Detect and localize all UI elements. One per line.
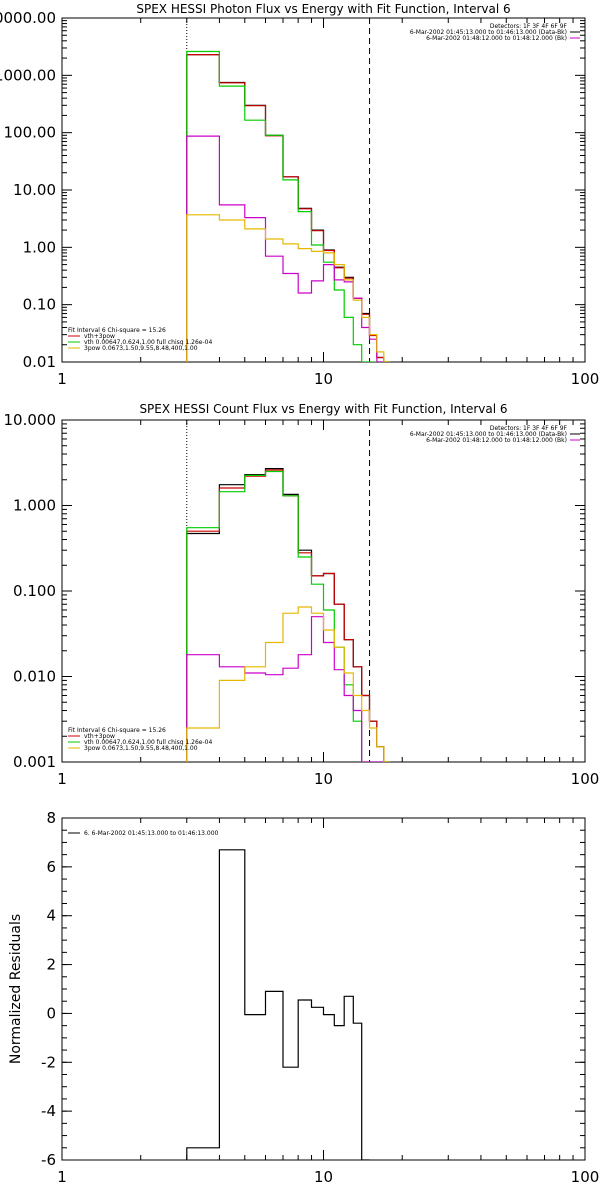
x-tick-label: 10 (314, 370, 333, 388)
y-tick-label: -6 (41, 1151, 56, 1169)
y-tick-label: 0.100 (13, 582, 56, 600)
info-text: 6-Mar-2002 01:45:13.000 to 01:46:13.000 … (410, 29, 567, 36)
legend-entry: vth 0.00647,0.624,1.00 full chisq 1.26e-… (84, 339, 212, 346)
series-line-3 (186, 50, 391, 362)
x-tick-label: 100 (571, 770, 600, 788)
series-line-5 (186, 214, 391, 362)
legend-entry: vth 0.00647,0.624,1.00 full chisq 1.26e-… (84, 739, 212, 746)
series-line-2 (186, 54, 391, 362)
x-tick-label: 100 (571, 1168, 600, 1186)
y-tick-label: 100.00 (4, 124, 57, 142)
y-tick-label: -4 (41, 1102, 56, 1120)
y-tick-label: 6 (46, 858, 56, 876)
y-axis-ticks: 0.001 0.010 0.100 1.000 10.000 (4, 411, 585, 771)
series-line-5 (186, 606, 391, 762)
x-tick-label: 1 (57, 770, 67, 788)
x-tick-label: 10 (314, 1168, 333, 1186)
info-text: 6-Mar-2002 01:48:12.000 to 01:48:12.000 … (426, 437, 567, 444)
x-tick-label: 1 (57, 370, 67, 388)
y-tick-label: 10.000 (4, 411, 57, 429)
y-axis-ticks: 0.01 0.10 1.00 10.00 100.00 1000.00 0000.00 (0, 9, 585, 371)
legend-entry: vth+3pow (84, 733, 115, 740)
y-tick-label: 0.010 (13, 668, 56, 686)
y-tick-label: 0.10 (23, 296, 56, 314)
series-line-1 (186, 849, 370, 1160)
y-tick-label: 1.00 (23, 238, 56, 256)
series-line-1 (186, 54, 391, 362)
legend-entry: vth+3pow (84, 333, 115, 340)
y-tick-label: 10.00 (13, 181, 56, 199)
info-text: Detectors: 1F 3F 4F 6F 9F (490, 425, 568, 432)
legend-entry: 3pow 0.0673,1.50,9.55,8.48,400,1.00 (84, 345, 198, 352)
plot-frame (61, 17, 586, 363)
plot-frame (61, 817, 586, 1161)
series-line-4 (186, 135, 391, 362)
y-tick-label: 4 (46, 907, 56, 925)
info-text: 6-Mar-2002 01:45:13.000 to 01:46:13.000 … (410, 431, 567, 438)
chart-title: SPEX HESSI Photon Flux vs Energy with Fi… (136, 2, 510, 16)
y-axis-label: Normalized Residuals (8, 914, 24, 1064)
legend-entry: 3pow 0.0673,1.50,9.55,8.48,400,1.00 (84, 745, 198, 752)
series-group (186, 849, 370, 1160)
info-text: 6-Mar-2002 01:48:12.000 to 01:48:12.000 … (426, 35, 567, 42)
y-tick-label: 1000.00 (0, 66, 56, 84)
y-tick-label: -2 (41, 1053, 56, 1071)
x-tick-label: 100 (571, 370, 600, 388)
series-group (186, 468, 391, 762)
y-tick-label: 8 (46, 809, 56, 827)
series-line-4 (186, 616, 391, 762)
x-axis-ticks: 1 10 100 (57, 420, 599, 788)
chart-title: SPEX HESSI Count Flux vs Energy with Fit… (139, 402, 507, 416)
y-tick-label: 0000.00 (0, 9, 56, 27)
y-tick-label: 2 (46, 956, 56, 974)
x-axis-ticks: 1 10 100 (57, 18, 599, 388)
x-tick-label: 10 (314, 770, 333, 788)
chart-panel-3: 1 10 100 -6 -4 -2 0 2 4 6 8 Normalized Residuals 6. … (8, 809, 599, 1186)
y-axis-ticks: -6 -4 -2 0 2 4 6 8 (41, 809, 585, 1169)
series-group (186, 50, 391, 362)
series-line-3 (186, 470, 391, 762)
legend-entry: Fit Interval 6 Chi-square = 15.26 (68, 327, 166, 334)
series-line-1 (186, 468, 391, 762)
y-tick-label: 1.000 (13, 497, 56, 515)
y-tick-label: 0.01 (23, 353, 56, 371)
chart-panel-1: SPEX HESSI Photon Flux vs Energy with Fi… (0, 2, 599, 388)
info-text: Detectors: 1F 3F 4F 6F 9F (490, 23, 568, 30)
x-axis-ticks: 1 10 100 (57, 818, 599, 1186)
y-tick-label: 0.001 (13, 753, 56, 771)
legend-entry: 6. 6-Mar-2002 01:45:13.000 to 01:46:13.0… (84, 830, 219, 837)
x-tick-label: 1 (57, 1168, 67, 1186)
series-line-2 (186, 469, 391, 762)
y-tick-label: 0 (46, 1004, 56, 1022)
chart-panel-2: SPEX HESSI Count Flux vs Energy with Fit… (4, 402, 600, 788)
legend-entry: Fit Interval 6 Chi-square = 15.26 (68, 727, 166, 734)
